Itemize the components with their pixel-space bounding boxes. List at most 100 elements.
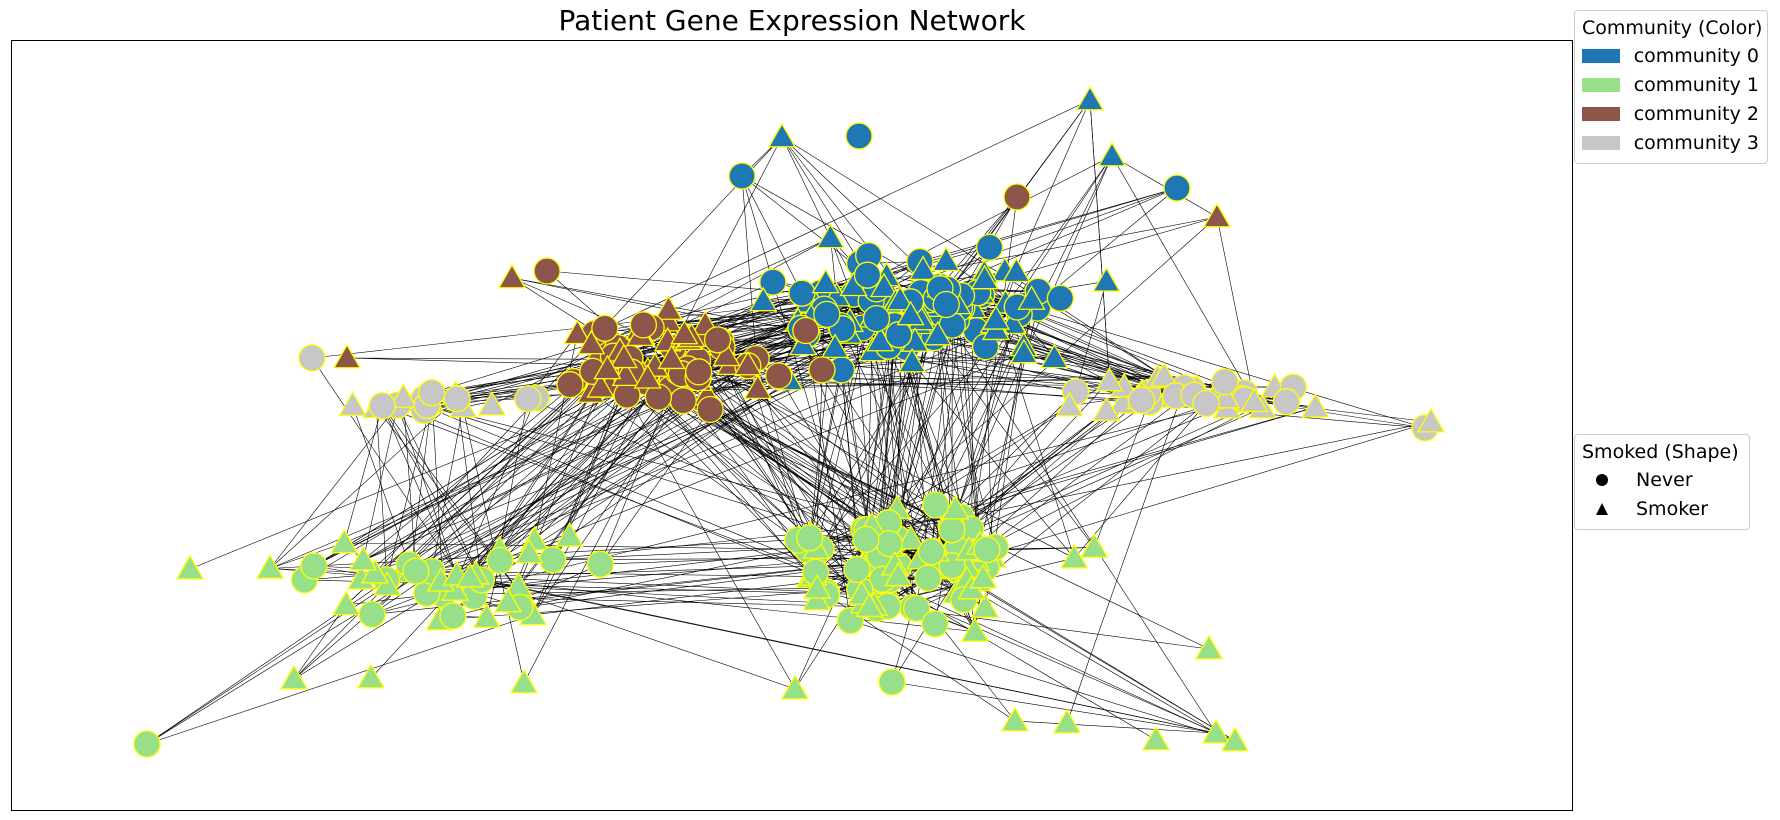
network-edge xyxy=(511,277,937,552)
smoker-node xyxy=(493,587,523,613)
never-node xyxy=(133,730,161,758)
never-node xyxy=(298,344,326,372)
smoker-node xyxy=(884,561,913,587)
never-node xyxy=(703,326,732,354)
network-edge xyxy=(928,291,1217,734)
never-node xyxy=(1272,388,1301,416)
never-node xyxy=(792,316,820,345)
smoker-node xyxy=(279,664,309,690)
smoker-node xyxy=(971,593,1000,618)
community-2-label: community 2 xyxy=(1633,102,1759,125)
smoked-legend-title: Smoked (Shape) xyxy=(1582,441,1739,463)
smoker-node xyxy=(1416,407,1446,433)
network-edge xyxy=(552,375,626,560)
never-label: Never xyxy=(1636,468,1693,491)
network-edge xyxy=(781,136,831,238)
network-edge xyxy=(1216,216,1255,402)
network-edge xyxy=(971,403,1207,590)
never-node xyxy=(1127,386,1156,414)
smoker-node xyxy=(960,617,990,642)
smoker-node xyxy=(332,590,361,616)
smoked-legend-item-smoker: Smoker xyxy=(1582,494,1741,523)
smoker-node xyxy=(1202,202,1232,228)
network-edge xyxy=(979,398,1141,545)
never-node xyxy=(852,525,880,554)
smoker-node xyxy=(1055,391,1084,417)
network-edge xyxy=(1073,403,1207,559)
smoker-node xyxy=(514,538,544,564)
network-edge xyxy=(293,604,347,680)
smoker-node xyxy=(1002,257,1031,283)
smoker-node xyxy=(1017,285,1046,310)
community-0-label: community 0 xyxy=(1633,44,1759,67)
smoker-node xyxy=(981,305,1011,330)
network-edge xyxy=(386,403,432,580)
network-edge xyxy=(850,620,1236,742)
never-node xyxy=(358,600,386,629)
smoker-node xyxy=(1075,85,1105,111)
never-node xyxy=(885,321,913,349)
smoker-node xyxy=(330,528,359,554)
smoker-node xyxy=(767,122,797,148)
smoker-node xyxy=(609,343,639,369)
smoker-node xyxy=(1095,366,1124,392)
smoker-node xyxy=(255,554,285,579)
smoker-node xyxy=(356,663,386,689)
never-node xyxy=(862,304,891,333)
network-edge xyxy=(431,571,929,579)
network-edge xyxy=(681,345,889,374)
smoker-node xyxy=(1141,725,1171,751)
smoker-node xyxy=(1240,387,1269,413)
community-3-swatch xyxy=(1582,135,1620,150)
smoker-node xyxy=(593,354,622,380)
smoker-node xyxy=(1040,343,1069,369)
network-edge xyxy=(499,398,529,550)
smoker-node xyxy=(577,329,606,355)
network-edge xyxy=(927,307,963,579)
never-node xyxy=(1192,389,1220,418)
network-edge xyxy=(986,345,1024,550)
network-edge xyxy=(977,292,1426,429)
network-edge xyxy=(809,369,842,538)
never-node xyxy=(533,257,561,285)
network-edge xyxy=(741,175,858,570)
network-edge xyxy=(546,270,837,297)
network-edge xyxy=(1014,720,1217,734)
smoker-node xyxy=(497,263,527,289)
network-edge xyxy=(590,392,799,541)
never-node xyxy=(669,387,697,415)
network-graph xyxy=(133,85,1446,758)
community-0-swatch xyxy=(1582,48,1620,63)
node-layer xyxy=(133,85,1446,758)
smoker-node xyxy=(749,286,778,312)
network-edge xyxy=(374,136,783,574)
network-edge xyxy=(820,361,913,550)
smoked-legend: Smoked (Shape) Never Smoker xyxy=(1574,434,1750,530)
smoker-node xyxy=(1097,141,1127,167)
network-edge xyxy=(397,405,482,581)
smoker-node xyxy=(563,319,592,345)
network-edge xyxy=(269,398,458,569)
network-edge xyxy=(443,370,649,595)
network-edge xyxy=(897,392,1245,510)
community-legend-item-0: community 0 xyxy=(1582,41,1759,70)
network-edge xyxy=(741,175,803,294)
network-edge xyxy=(376,407,388,586)
never-node xyxy=(932,290,960,319)
community-legend: Community (Color) community 0 community … xyxy=(1574,10,1768,164)
network-edge xyxy=(626,395,796,690)
network-edge xyxy=(933,337,1095,548)
network-edge xyxy=(527,398,891,547)
network-plot-area xyxy=(11,40,1573,811)
network-edge xyxy=(569,379,790,537)
never-node xyxy=(1211,368,1239,396)
network-edge xyxy=(592,371,895,566)
smoker-node xyxy=(586,372,615,398)
network-edge xyxy=(146,614,534,745)
smoker-node xyxy=(349,545,378,571)
never-node xyxy=(402,557,430,585)
never-node xyxy=(853,261,882,289)
smoker-node xyxy=(1201,718,1231,744)
never-node xyxy=(836,607,864,635)
chart-title: Patient Gene Expression Network xyxy=(558,4,1026,37)
